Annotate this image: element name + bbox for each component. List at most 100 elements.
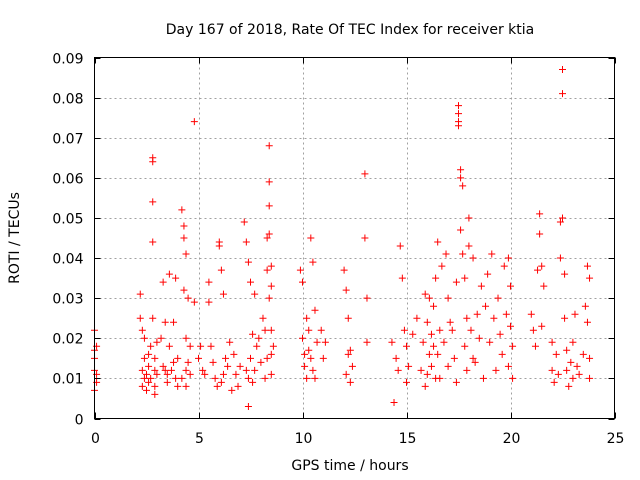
data-point [211,374,219,382]
data-point [457,174,465,182]
data-point [427,362,435,370]
data-point [348,362,356,370]
data-point [138,366,146,374]
data-point [219,290,227,298]
data-point [473,310,481,318]
data-point [444,294,452,302]
y-axis-label: ROTI / TECUs [7,192,23,284]
y-tick-label: 0.07 [52,132,83,148]
data-point [459,182,467,190]
data-point [554,370,562,378]
data-point [363,294,371,302]
data-point [465,214,473,222]
data-point [344,314,352,322]
x-tick-label: 10 [295,431,313,447]
data-point [405,362,413,370]
data-point [438,262,446,270]
data-point [403,378,410,386]
data-point [477,282,485,290]
data-point [149,314,157,322]
data-point [251,366,259,374]
data-point [319,354,327,362]
data-points [91,66,594,410]
data-point [143,386,150,394]
data-point [178,206,186,214]
data-point [299,334,306,342]
x-tick-label: 5 [195,431,204,447]
data-point [234,382,242,390]
data-point [299,278,306,286]
axis-ticks [94,57,616,420]
y-tick-label: 0.09 [52,52,83,68]
data-point [301,350,309,358]
data-point [145,350,153,358]
data-point [259,314,267,322]
data-point [149,238,157,246]
data-point [361,234,369,242]
data-point [309,258,317,266]
data-point [219,370,227,378]
data-point [159,278,167,286]
data-point [471,358,479,366]
data-point [317,326,325,334]
data-point [500,262,508,270]
data-point [434,350,442,358]
data-point [409,330,417,338]
data-point [247,278,254,286]
data-point [140,354,148,362]
data-point [490,314,498,322]
data-point [305,346,313,354]
data-point [340,266,348,274]
data-point [174,382,182,390]
data-point [265,294,273,302]
data-point [269,342,277,350]
data-point [436,326,444,334]
data-point [536,230,544,238]
data-point [567,358,575,366]
data-point [182,366,190,374]
data-point [267,262,275,270]
data-point [559,66,566,74]
data-point [583,318,591,326]
data-point [434,238,442,246]
y-tick-label: 0.04 [52,252,83,268]
data-point [430,342,438,350]
data-point [344,350,352,358]
data-point [452,378,460,386]
data-point [240,218,248,226]
data-point [421,382,429,390]
data-point [392,354,400,362]
data-point [455,102,462,110]
data-point [184,358,192,366]
data-point [253,342,261,350]
data-point [249,330,257,338]
data-point [536,210,544,218]
data-point [149,158,157,166]
data-point [563,346,571,354]
data-point [459,250,467,258]
data-point [527,310,535,318]
data-point [561,270,569,278]
data-point [199,366,207,374]
data-point [236,362,244,370]
data-point [167,366,175,374]
data-point [529,326,537,334]
data-point [161,318,169,326]
data-point [423,318,431,326]
data-point [479,374,487,382]
data-point [244,258,252,266]
data-point [190,298,198,306]
data-point [305,326,313,334]
data-point [486,338,494,346]
data-point [232,370,240,378]
data-point [222,354,230,362]
data-point [579,350,587,358]
data-point [205,298,213,306]
data-point [217,378,225,386]
data-point [421,290,429,298]
data-point [197,342,205,350]
x-tick-label: 25 [607,431,625,447]
data-point [251,290,259,298]
data-point [396,242,404,250]
data-point [213,382,221,390]
